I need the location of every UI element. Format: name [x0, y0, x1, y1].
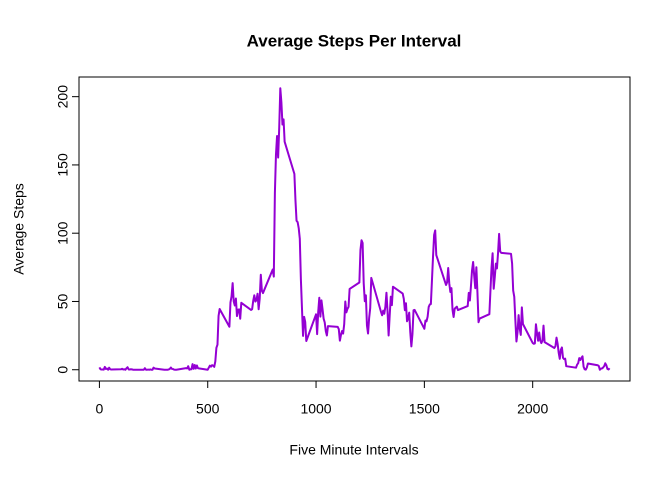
y-tick-label: 50: [55, 293, 71, 309]
chart-title: Average Steps Per Interval: [247, 31, 462, 50]
x-tick-label: 1500: [409, 401, 440, 417]
y-tick-label: 200: [55, 85, 71, 109]
x-axis-label: Five Minute Intervals: [289, 442, 418, 458]
data-line: [98, 87, 611, 371]
x-tick-label: 2000: [517, 401, 548, 417]
y-tick-label: 150: [55, 153, 71, 177]
x-tick-label: 500: [196, 401, 220, 417]
x-tick-label: 0: [96, 401, 104, 417]
y-tick-label: 0: [55, 366, 71, 374]
y-tick-label: 100: [55, 221, 71, 245]
x-tick-label: 1000: [300, 401, 331, 417]
y-axis-label: Average Steps: [11, 183, 27, 275]
